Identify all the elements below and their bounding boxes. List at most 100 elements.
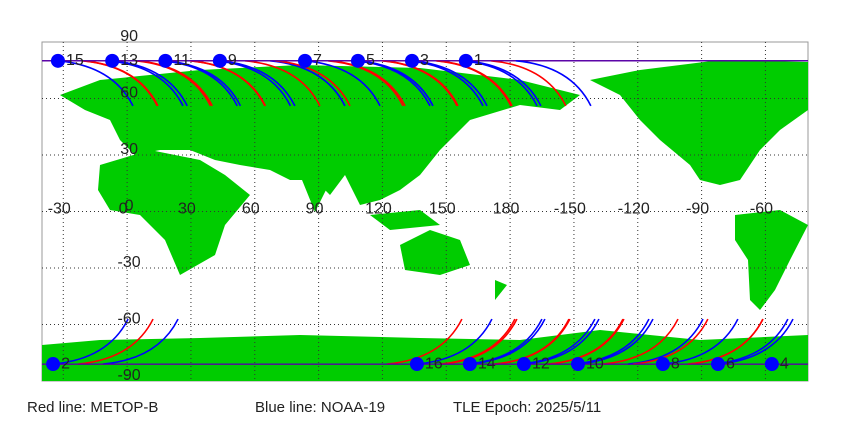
lon-label: 30 [178,201,196,218]
land [42,60,808,381]
legend-text: Blue line: NOAA-19 [255,399,385,416]
orbit-track [493,318,570,365]
lon-label: -150 [554,201,586,218]
africa [98,150,250,275]
orbit-track [102,318,179,365]
pass-label: 12 [532,355,550,372]
lat-label: 60 [120,85,138,102]
orbit-track [135,60,212,107]
orbit-track [416,318,493,365]
pass-label: 3 [420,52,429,69]
pass-label: 13 [120,52,138,69]
pass-label: 5 [366,52,375,69]
pass-marker [405,53,420,68]
new-zealand [495,280,507,300]
orbit-track [523,318,600,365]
orbit-track [274,60,351,107]
lat-label: 0 [125,198,134,215]
orbit-track [219,60,296,107]
orbit-track [57,60,134,107]
pass-marker [516,357,531,372]
pass-marker [409,357,424,372]
lon-label: 60 [242,201,260,218]
orbit-track [577,318,654,365]
north-america [590,60,808,185]
pass-marker [212,53,227,68]
pass-label: 8 [671,355,680,372]
pass-label: 1 [474,52,483,69]
pass-marker [764,357,779,372]
orbit-track [632,318,709,365]
orbit-track [411,60,488,107]
pass-marker [158,53,173,68]
orbit-track [112,60,188,107]
lon-label: 0 [119,201,128,218]
orbit-track [515,60,592,107]
orbit-track [244,60,321,107]
south-america [735,210,808,310]
orbit-track [381,60,458,107]
orbit-track [435,60,512,107]
lat-label: 30 [120,141,138,158]
lat-label: -60 [118,311,141,328]
pass-marker [458,53,473,68]
pass-label: 9 [228,52,237,69]
lon-label: 120 [365,201,392,218]
orbit-track [490,60,567,107]
pass-label: 14 [478,355,496,372]
orbit-track [717,318,794,365]
orbit-track [82,60,158,107]
pass-label: 15 [66,52,84,69]
orbit-track [327,60,404,107]
legend-text: TLE Epoch: 2025/5/11 [453,399,601,416]
pass-label: 10 [586,355,604,372]
india [300,175,332,212]
pass-marker [462,357,477,372]
lat-label: -90 [118,367,141,384]
lon-label: 150 [429,201,456,218]
pass-marker [105,53,120,68]
lon-label: -60 [750,201,773,218]
pass-marker [350,53,365,68]
pass-label: 2 [61,355,70,372]
pass-marker [710,357,725,372]
labels: -30 0 30 60 90 120 150 180 -150 -120 -90 -60 90 60 30 0… [46,28,789,384]
pass-label: 11 [173,52,190,69]
lat-label: 90 [120,28,138,45]
orbit-track [189,60,266,107]
orbit-track [602,318,679,365]
orbit-track [687,318,764,365]
orbit-track [547,318,624,365]
orbit-track [469,318,546,365]
lat-label: -30 [118,254,141,271]
lon-label: 90 [306,201,324,218]
pass-label: 4 [780,355,789,372]
lon-label: 180 [493,201,520,218]
orbit-track [439,318,516,365]
pass-label: 16 [425,355,443,372]
pass-marker [655,357,670,372]
grid [42,42,808,381]
orbit-track [52,318,129,365]
orbit-track [662,318,739,365]
eurasia [60,65,580,205]
orbit-track [465,60,542,107]
pass-label: 6 [726,355,735,372]
antarctica [42,330,808,381]
orbit-track [165,60,242,107]
pass-marker [46,357,61,372]
pass-marker [570,357,585,372]
pass-label: 7 [313,52,322,69]
orbit-track [357,60,434,107]
australia [400,230,470,275]
lon-label: -90 [686,201,709,218]
pass-marker [297,53,312,68]
lon-label: -30 [48,201,71,218]
legend-text: Red line: METOP-B [27,399,158,416]
pass-marker [50,53,65,68]
lon-label: -120 [618,201,650,218]
indonesia [370,210,440,230]
orbit-track [304,60,381,107]
